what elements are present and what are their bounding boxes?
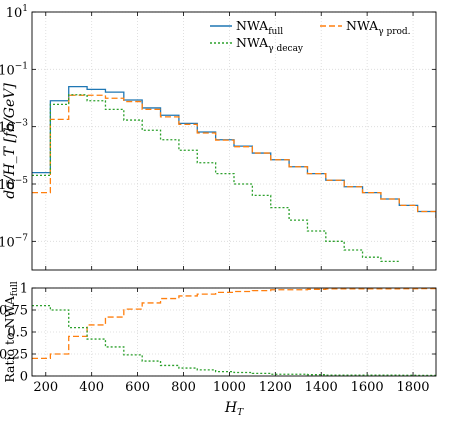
y-tick-label: 10−1 xyxy=(0,61,28,78)
y-tick-label: 10−7 xyxy=(0,233,28,250)
x-tick-label: 800 xyxy=(171,380,196,395)
y-tick-label: 0.25 xyxy=(0,348,28,363)
series-line-2 xyxy=(32,94,400,263)
x-tick-label: 200 xyxy=(33,380,58,395)
x-tick-label: 1000 xyxy=(213,380,246,395)
x-tick-label: 600 xyxy=(125,380,150,395)
main-y-label: dσ/H_T [fb/GeV] xyxy=(2,83,18,199)
legend: NWAfull NWAγ prod.NWAγ decay xyxy=(210,18,411,54)
legend-label-2: NWAγ decay xyxy=(236,35,304,54)
x-tick-label: 1200 xyxy=(259,380,292,395)
main-frame xyxy=(31,11,437,271)
ratio-frame xyxy=(31,287,437,377)
legend-label-1: NWAγ prod. xyxy=(346,18,411,37)
x-tick-label: 400 xyxy=(79,380,104,395)
y-tick-label: 1 xyxy=(20,282,28,297)
ratio-y-label: Ratio to NWAfull xyxy=(2,281,20,382)
x-tick-label: 1400 xyxy=(305,380,338,395)
x-tick-label: 1800 xyxy=(396,380,429,395)
y-tick-label: 0.5 xyxy=(7,326,28,341)
ratio-series-line-1 xyxy=(32,304,436,376)
x-axis-label: HT xyxy=(224,400,244,418)
ratio-panel: 200 400 600 800 1000 1200 1400 1600 1800 0 0.25 0.5… xyxy=(0,281,437,418)
x-tick-label: 1600 xyxy=(351,380,384,395)
y-tick-label: 0.75 xyxy=(0,304,28,319)
series-line-1 xyxy=(32,94,436,219)
y-tick-label: 101 xyxy=(6,4,28,21)
y-tick-label: 0 xyxy=(20,370,28,385)
ratio-series-line-0 xyxy=(32,288,436,360)
series-line-0 xyxy=(32,85,436,219)
